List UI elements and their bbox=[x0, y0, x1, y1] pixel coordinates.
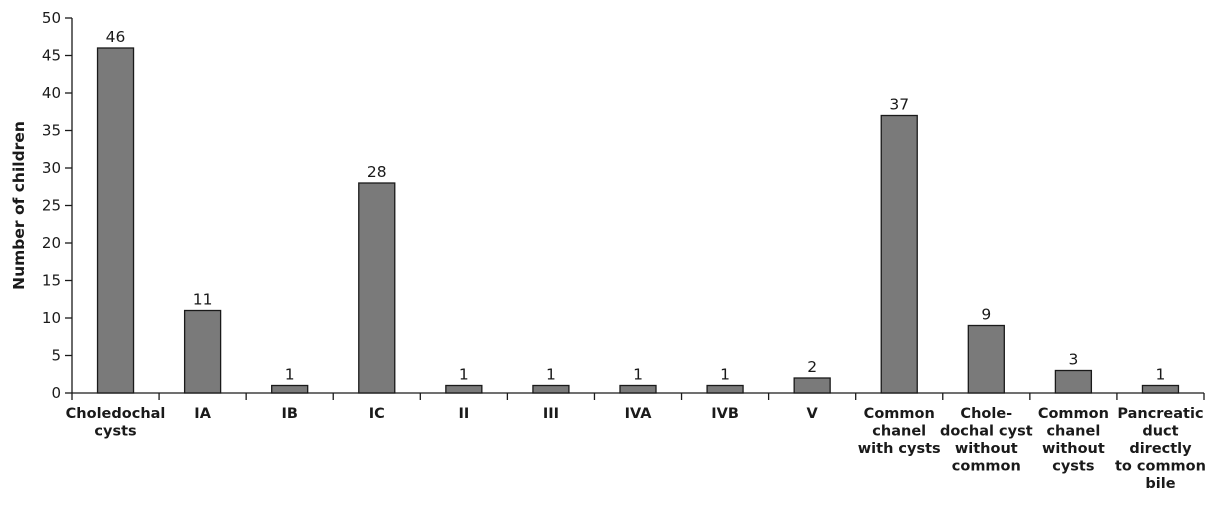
x-tick-label: Pancreatic duct directly to common bile bbox=[1115, 406, 1206, 492]
y-axis: 0 5 10 15 20 25 30 35 40 45 50 bbox=[42, 9, 73, 402]
x-tick-label-line: with cysts bbox=[858, 441, 941, 457]
x-tick-label: V bbox=[807, 406, 819, 422]
data-label: 2 bbox=[807, 358, 817, 376]
x-tick-label-line: chanel bbox=[1046, 424, 1100, 440]
x-tick-label-line: duct bbox=[1142, 424, 1178, 440]
x-tick-label-line: IVA bbox=[625, 406, 653, 422]
x-tick-label-line: IVB bbox=[711, 406, 739, 422]
y-axis-title: Number of children bbox=[10, 121, 28, 290]
y-tick-label: 35 bbox=[42, 122, 61, 140]
x-tick-label: IVA bbox=[625, 406, 653, 422]
data-label: 28 bbox=[367, 163, 387, 181]
data-label: 1 bbox=[459, 366, 469, 384]
x-tick-label: III bbox=[543, 406, 559, 422]
x-tick-label: Common chanel with cysts bbox=[858, 406, 941, 457]
bar bbox=[880, 114, 918, 394]
bar bbox=[706, 384, 744, 394]
data-label: 11 bbox=[193, 291, 213, 309]
bar bbox=[96, 47, 135, 394]
x-tick-label-line: without bbox=[1042, 441, 1105, 457]
x-tick-label-line: V bbox=[807, 406, 819, 422]
data-label: 9 bbox=[981, 306, 991, 324]
x-tick-label-line: II bbox=[458, 406, 469, 422]
x-tick-label: IC bbox=[369, 406, 385, 422]
bar bbox=[445, 384, 483, 394]
y-tick-label: 25 bbox=[42, 197, 61, 215]
x-tick-label-line: III bbox=[543, 406, 559, 422]
data-label: 1 bbox=[546, 366, 556, 384]
bar bbox=[1141, 384, 1180, 394]
data-label: 3 bbox=[1068, 351, 1078, 369]
x-tick-label-line: IB bbox=[281, 406, 297, 422]
data-label: 1 bbox=[633, 366, 643, 384]
data-label: 1 bbox=[720, 366, 730, 384]
bars bbox=[96, 47, 1180, 394]
y-tick-label: 5 bbox=[51, 347, 61, 365]
x-tick-label-line: cysts bbox=[1052, 459, 1094, 475]
bar bbox=[358, 182, 396, 394]
x-tick-label-line: Chole- bbox=[960, 406, 1012, 422]
x-tick-label: II bbox=[458, 406, 469, 422]
bar bbox=[793, 377, 831, 394]
x-tick-label: IVB bbox=[711, 406, 739, 422]
x-tick-label-line: Common bbox=[864, 406, 935, 422]
x-tick-label: Common chanel without cysts bbox=[1038, 406, 1109, 475]
x-tick-label-line: bile bbox=[1145, 476, 1175, 492]
y-tick-label: 40 bbox=[42, 84, 61, 102]
x-tick-label-line: directly bbox=[1129, 441, 1192, 457]
data-label: 1 bbox=[1156, 366, 1166, 384]
x-tick-label-line: IA bbox=[194, 406, 211, 422]
bar bbox=[1054, 369, 1093, 394]
y-tick-label: 10 bbox=[42, 309, 61, 327]
x-tick-label-line: Choledochal bbox=[66, 406, 166, 422]
x-tick-label-line: cysts bbox=[94, 424, 136, 440]
x-tick-label-line: without bbox=[955, 441, 1018, 457]
bar bbox=[967, 324, 1005, 394]
y-tick-label: 45 bbox=[42, 47, 61, 65]
x-tick-label-line: IC bbox=[369, 406, 385, 422]
y-tick-label: 15 bbox=[42, 272, 61, 290]
bar bbox=[183, 309, 222, 394]
x-tick-label-line: dochal cyst bbox=[940, 424, 1033, 440]
x-tick-label: Chole-dochal cyst without common bbox=[940, 406, 1033, 475]
y-tick-label: 30 bbox=[42, 159, 61, 177]
x-tick-label: IB bbox=[281, 406, 297, 422]
x-tick-label-line: Common bbox=[1038, 406, 1109, 422]
data-label: 1 bbox=[285, 366, 295, 384]
bar bbox=[619, 384, 657, 394]
data-label: 46 bbox=[106, 28, 126, 46]
y-tick-label: 20 bbox=[42, 234, 61, 252]
y-tick-label: 0 bbox=[51, 384, 61, 402]
y-tick-label: 50 bbox=[42, 9, 61, 27]
x-tick-label: Choledochal cysts bbox=[66, 406, 166, 440]
x-tick-label-line: chanel bbox=[872, 424, 926, 440]
x-tick-label-line: common bbox=[952, 459, 1021, 475]
x-tick-label-line: Pancreatic bbox=[1117, 406, 1203, 422]
bar bbox=[271, 384, 309, 394]
x-tick-label-line: to common bbox=[1115, 459, 1206, 475]
bar bbox=[532, 384, 570, 394]
x-tick-label: IA bbox=[194, 406, 211, 422]
data-label: 37 bbox=[889, 96, 909, 114]
